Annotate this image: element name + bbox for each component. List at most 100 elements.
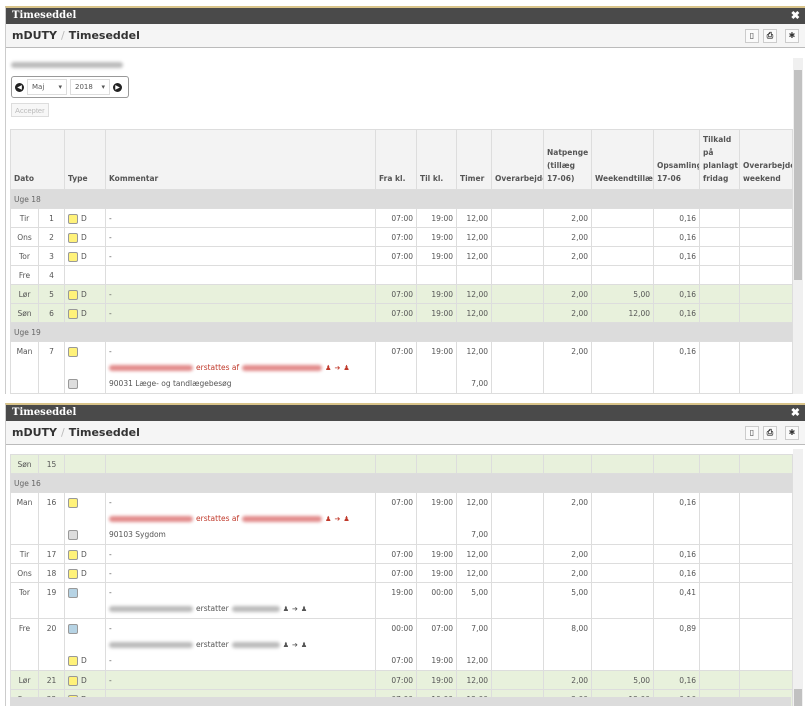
start-time-value: 07:00 <box>391 309 413 318</box>
table-row[interactable]: Man 7 - erstattes af ♟ ➔ ♟ 90031 Læge- og tandl… <box>10 341 793 394</box>
accept-button[interactable]: Accepter <box>11 103 49 117</box>
table-row[interactable]: Fre 20 D - erstatter ♟ ➔ ♟ - 00:00 07:00 07:00 19:00… <box>10 618 793 671</box>
table-row[interactable]: Ons 18 D - 07:00 19:00 12,00 2,00 0,16 <box>10 563 793 583</box>
overtime-cell <box>491 563 544 583</box>
close-icon[interactable]: ✖ <box>790 9 800 22</box>
table-row[interactable]: Søn 6 D - 07:00 19:00 12,00 2,00 12,00 0,16 <box>10 303 793 323</box>
shift-type-swatch[interactable] <box>68 214 78 224</box>
end-time-value: 19:00 <box>431 252 453 261</box>
shift-type-swatch[interactable] <box>68 550 78 560</box>
overtime-weekend-cell <box>739 246 793 266</box>
comment-cell: - <box>105 284 376 304</box>
shift-type-swatch[interactable] <box>68 624 78 634</box>
scrollbar[interactable] <box>793 58 803 394</box>
callout-cell <box>699 246 740 266</box>
column-header[interactable]: Tilkald på planlagt fridag <box>699 129 740 190</box>
day-number: 20 <box>38 618 65 671</box>
table-row[interactable]: Tor 3 D - 07:00 19:00 12,00 2,00 0,16 <box>10 246 793 266</box>
end-time-value: 19:00 <box>431 233 453 242</box>
column-header[interactable]: Timer <box>456 129 492 190</box>
close-icon[interactable]: ✖ <box>790 406 800 419</box>
column-header[interactable]: Overarbejde <box>491 129 544 190</box>
table-row[interactable]: Søn 15 <box>10 454 793 474</box>
column-header[interactable]: Opsamling 17-06 <box>653 129 700 190</box>
accrual-cell <box>653 265 700 285</box>
column-header[interactable]: Fra kl. <box>375 129 417 190</box>
shift-type-swatch[interactable] <box>68 379 78 389</box>
day-number: 17 <box>38 544 65 564</box>
scrollbar[interactable] <box>793 449 803 706</box>
table-row[interactable]: Ons 2 D - 07:00 19:00 12,00 2,00 0,16 <box>10 227 793 247</box>
cell-line <box>743 673 789 689</box>
day-number: 15 <box>38 454 65 474</box>
column-header[interactable]: Weekendtillæg <box>591 129 654 190</box>
cell-line <box>595 249 650 265</box>
cell-line <box>547 376 588 392</box>
shift-type-swatch[interactable] <box>68 233 78 243</box>
scrollbar-thumb[interactable] <box>794 689 802 706</box>
table-row[interactable]: Tir 1 D - 07:00 19:00 12,00 2,00 0,16 <box>10 208 793 228</box>
cell-line <box>547 637 588 653</box>
column-header[interactable]: Type <box>64 129 106 190</box>
overtime-weekend-cell <box>739 544 793 564</box>
cell-line <box>595 230 650 246</box>
cell-line <box>595 268 650 284</box>
shift-type-swatch[interactable] <box>68 588 78 598</box>
gear-icon[interactable]: ✱ <box>785 29 799 43</box>
print-icon[interactable]: ⎙ <box>763 426 777 440</box>
shift-type-swatch[interactable] <box>68 656 78 666</box>
day-number-text: 15 <box>46 460 57 469</box>
week-label: Uge 18 <box>10 189 793 209</box>
prev-month-button[interactable]: ◀ <box>15 82 24 92</box>
shift-type-swatch[interactable] <box>68 309 78 319</box>
pdf-icon[interactable]: ▯ <box>745 29 759 43</box>
cell-line: D <box>68 547 102 563</box>
shift-type-swatch[interactable] <box>68 290 78 300</box>
cell-line <box>495 621 540 637</box>
breadcrumb-root[interactable]: mDUTY <box>12 426 57 439</box>
table-row[interactable]: Lør 5 D - 07:00 19:00 12,00 2,00 5,00 0,16 <box>10 284 793 304</box>
accrual-cell: 0,16 <box>653 246 700 266</box>
shift-type-swatch[interactable] <box>68 252 78 262</box>
shift-type-swatch[interactable] <box>68 676 78 686</box>
accrual-cell: 0,16 <box>653 227 700 247</box>
cell-line: 07:00 <box>379 673 413 689</box>
weekend-pay-cell <box>591 265 654 285</box>
table-row[interactable]: Tir 17 D - 07:00 19:00 12,00 2,00 0,16 <box>10 544 793 564</box>
shift-type-swatch[interactable] <box>68 347 78 357</box>
night-pay-cell <box>543 265 592 285</box>
table-row[interactable]: Fre 4 <box>10 265 793 285</box>
cell-line <box>743 585 789 601</box>
cell-line <box>595 527 650 543</box>
table-row[interactable]: Lør 21 D - 07:00 19:00 12,00 2,00 5,00 0,16 <box>10 670 793 690</box>
end-time-cell <box>416 454 457 474</box>
column-header[interactable]: Dato <box>10 129 65 190</box>
year-select[interactable]: 2018 ▾ <box>70 79 110 95</box>
gear-icon[interactable]: ✱ <box>785 426 799 440</box>
column-header[interactable]: Overarbejde weekend <box>739 129 793 190</box>
night-pay-cell: 2,00 <box>543 670 592 690</box>
pdf-icon[interactable]: ▯ <box>745 426 759 440</box>
cell-line <box>420 601 453 617</box>
table-row[interactable]: Man 16 - erstattes af ♟ ➔ ♟ 90103 Sygdom 07:00 19… <box>10 492 793 545</box>
column-header[interactable]: Kommentar <box>105 129 376 190</box>
breadcrumb-root[interactable]: mDUTY <box>12 29 57 42</box>
callout-cell <box>699 265 740 285</box>
hours-cell: 12,00 <box>456 246 492 266</box>
month-select[interactable]: Maj ▾ <box>27 79 67 95</box>
print-icon[interactable]: ⎙ <box>763 29 777 43</box>
day-name: Søn <box>10 303 39 323</box>
overtime-weekend-cell <box>739 618 793 671</box>
table-row[interactable]: Tor 19 - erstatter ♟ ➔ ♟ 19:00 00:00 5,00 5,00 0,41 <box>10 582 793 619</box>
shift-type-swatch[interactable] <box>68 498 78 508</box>
type-cell: D <box>64 670 106 690</box>
callout-cell <box>699 303 740 323</box>
column-header[interactable]: Natpenge (tillæg 17-06) <box>543 129 592 190</box>
overtime-weekend-cell <box>739 284 793 304</box>
cell-line: D <box>68 211 102 227</box>
column-header[interactable]: Til kl. <box>416 129 457 190</box>
shift-type-swatch[interactable] <box>68 530 78 540</box>
scrollbar-thumb[interactable] <box>794 70 802 280</box>
next-month-button[interactable]: ▶ <box>113 82 122 92</box>
shift-type-swatch[interactable] <box>68 569 78 579</box>
